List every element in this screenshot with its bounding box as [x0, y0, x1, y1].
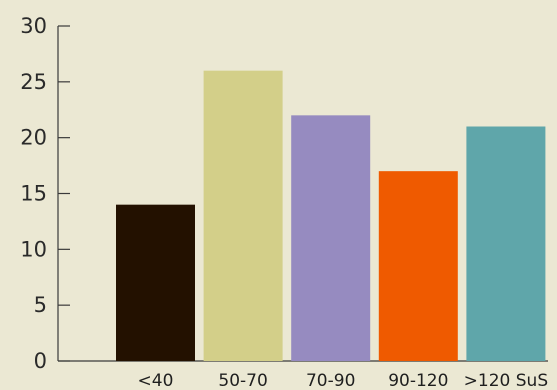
- bar: [203, 70, 283, 362]
- y-tick-label: 15: [20, 182, 47, 206]
- y-tick-label: 30: [20, 14, 47, 38]
- x-category-label: 70-90: [306, 371, 355, 390]
- x-category-label: <40: [138, 371, 174, 390]
- x-category-label: 90-120: [388, 371, 448, 390]
- y-tick-label: 20: [20, 126, 47, 150]
- y-tick-label: 10: [20, 237, 47, 261]
- x-category-label: >120 SuS: [464, 371, 548, 390]
- y-tick-label: 25: [20, 70, 47, 94]
- y-tick-label: 0: [34, 349, 47, 373]
- bars: [116, 70, 546, 362]
- bar: [466, 126, 546, 361]
- bar: [378, 171, 458, 361]
- x-category-label: 50-70: [218, 371, 267, 390]
- bar: [291, 115, 371, 361]
- x-axis-labels: <40 50-70 70-90 90-120 >120 SuS: [138, 371, 549, 390]
- y-tick-label: 5: [34, 293, 47, 317]
- y-axis: 0 5 10 15 20 25 30: [20, 14, 548, 373]
- bar: [116, 204, 195, 361]
